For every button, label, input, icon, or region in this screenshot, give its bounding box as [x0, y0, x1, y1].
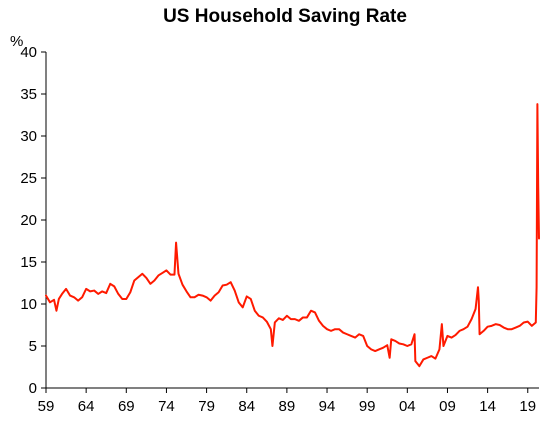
x-tick-label: 79 — [198, 398, 215, 415]
x-tick-label: 99 — [359, 398, 376, 415]
x-tick-label: 04 — [399, 398, 416, 415]
x-tick-label: 19 — [519, 398, 536, 415]
x-tick-label: 69 — [118, 398, 135, 415]
x-tick-label: 84 — [238, 398, 255, 415]
x-axis-ticks: 59 64 69 74 79 84 89 94 99 04 09 14 19 — [38, 388, 536, 415]
x-tick-label: 94 — [319, 398, 336, 415]
x-tick-label: 74 — [158, 398, 175, 415]
chart-title: US Household Saving Rate — [163, 6, 407, 27]
y-tick-label: 0 — [29, 380, 37, 397]
y-axis-unit-label: % — [10, 33, 23, 50]
chart-axes — [45, 52, 539, 389]
y-tick-label: 15 — [20, 254, 37, 271]
plot-area — [45, 103, 540, 368]
x-tick-label: 59 — [38, 398, 55, 415]
y-axis-ticks: 0 5 10 15 20 25 30 35 40 — [20, 44, 46, 397]
saving-rate-series-line — [45, 103, 540, 368]
x-tick-label: 14 — [479, 398, 496, 415]
y-tick-label: 30 — [20, 128, 37, 145]
y-tick-label: 10 — [20, 296, 37, 313]
x-tick-label: 64 — [78, 398, 95, 415]
y-tick-label: 35 — [20, 86, 37, 103]
x-tick-label: 09 — [439, 398, 456, 415]
y-tick-label: 40 — [20, 44, 37, 61]
x-tick-label: 89 — [279, 398, 296, 415]
y-tick-label: 25 — [20, 170, 37, 187]
y-tick-label: 5 — [29, 338, 37, 355]
y-tick-label: 20 — [20, 212, 37, 229]
